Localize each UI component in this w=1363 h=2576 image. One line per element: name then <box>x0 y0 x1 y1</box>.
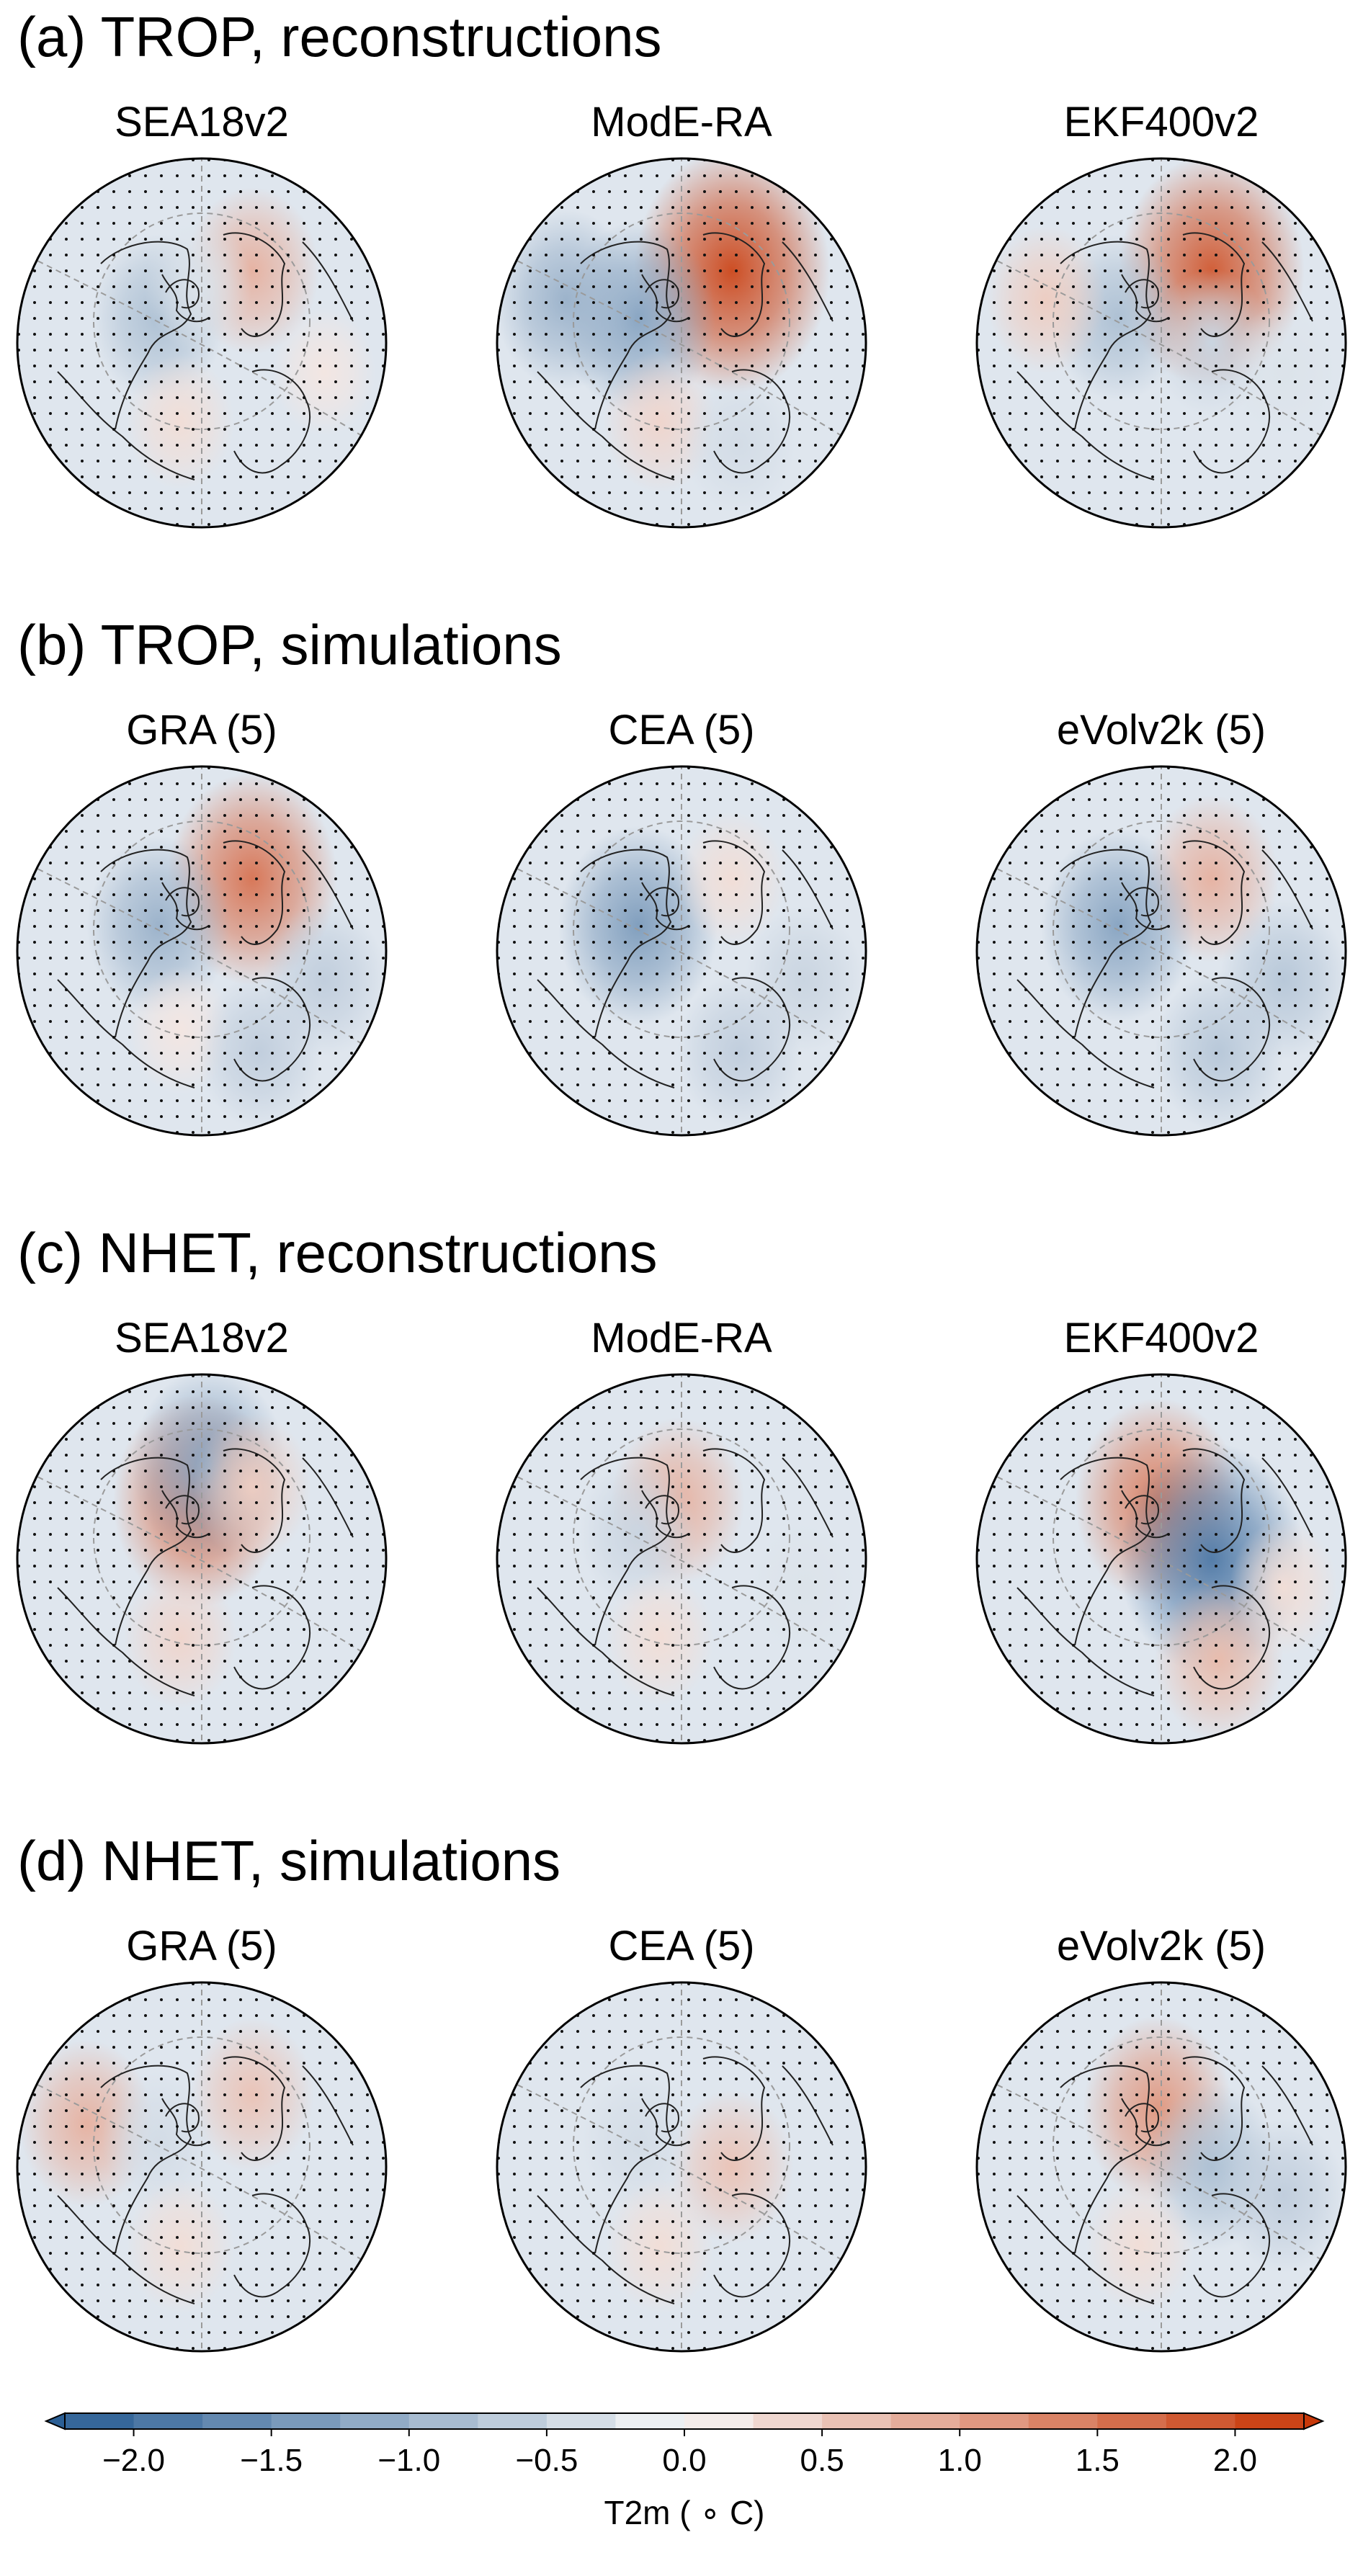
colorbar-bin <box>408 2413 478 2429</box>
map-title: SEA18v2 <box>115 1315 289 1361</box>
colorbar-svg: −2.0 −1.5 −1.0 −0.5 0.0 0.5 1.0 1.5 2.0 T2m ( ∘ C… <box>44 2412 1325 2531</box>
globe-outline <box>16 765 388 1137</box>
colorbar-tick-label: 0.0 <box>662 2443 706 2478</box>
globe-outline <box>496 765 867 1137</box>
globe-map <box>494 156 869 530</box>
globe-outline <box>16 1373 388 1745</box>
map-title: eVolv2k (5) <box>1056 707 1266 753</box>
globe-svg <box>975 1981 1347 2353</box>
globe-outline <box>975 765 1347 1137</box>
globe-map <box>974 764 1349 1138</box>
significance-stipple <box>497 1982 866 2351</box>
colorbar-bin <box>65 2413 135 2429</box>
significance-stipple <box>497 158 866 527</box>
globe-svg <box>16 1373 388 1745</box>
significance-stipple <box>497 766 866 1135</box>
globe-svg <box>975 765 1347 1137</box>
colorbar-label: T2m ( ∘ C) <box>604 2494 765 2531</box>
globe-outline <box>496 1981 867 2353</box>
colorbar-bin <box>340 2413 410 2429</box>
significance-stipple <box>497 1374 866 1743</box>
globe-map <box>14 1980 389 2354</box>
colorbar-bin <box>960 2413 1029 2429</box>
colorbar-tick-label: −0.5 <box>515 2443 578 2478</box>
colorbar-bin <box>1166 2413 1235 2429</box>
colorbar-tick-label: −1.5 <box>240 2443 303 2478</box>
colorbar-bin <box>753 2413 823 2429</box>
colorbar-tick-label: −1.0 <box>377 2443 440 2478</box>
significance-stipple <box>17 1374 386 1743</box>
colorbar-bin <box>478 2413 548 2429</box>
map-title: ModE-RA <box>591 1315 772 1361</box>
globe-map <box>14 1372 389 1746</box>
globe-map <box>494 764 869 1138</box>
colorbar-tick-label: 1.5 <box>1076 2443 1120 2478</box>
significance-stipple <box>977 158 1346 527</box>
colorbar-bin <box>202 2413 272 2429</box>
globe-map <box>974 156 1349 530</box>
significance-stipple <box>17 766 386 1135</box>
significance-stipple <box>17 1982 386 2351</box>
globe-svg <box>16 765 388 1137</box>
map-title: CEA (5) <box>608 1923 755 1969</box>
panel-d-title: (d) NHET, simulations <box>17 1829 561 1892</box>
globe-map <box>14 764 389 1138</box>
map-title: SEA18v2 <box>115 99 289 146</box>
significance-stipple <box>977 1982 1346 2351</box>
colorbar-bin <box>890 2413 960 2429</box>
globe-svg <box>496 765 867 1137</box>
colorbar-bin <box>822 2413 892 2429</box>
colorbar: −2.0 −1.5 −1.0 −0.5 0.0 0.5 1.0 1.5 2.0 T2m ( ∘ C… <box>43 2403 1326 2533</box>
panel-a-title: (a) TROP, reconstructions <box>17 5 662 68</box>
map-title: GRA (5) <box>126 707 277 753</box>
map-title: GRA (5) <box>126 1923 277 1969</box>
colorbar-bin <box>684 2413 754 2429</box>
globe-svg <box>496 1981 867 2353</box>
globe-svg <box>975 157 1347 529</box>
map-title: CEA (5) <box>608 707 755 753</box>
globe-map <box>974 1372 1349 1746</box>
significance-stipple <box>977 1374 1346 1743</box>
colorbar-tick-label: 1.0 <box>938 2443 982 2478</box>
colorbar-bin <box>615 2413 685 2429</box>
globe-outline <box>496 157 867 529</box>
colorbar-tick-label: −2.0 <box>102 2443 165 2478</box>
colorbar-extend-min <box>44 2412 66 2430</box>
colorbar-bin <box>271 2413 341 2429</box>
globe-svg <box>975 1373 1347 1745</box>
globe-svg <box>496 157 867 529</box>
map-title: ModE-RA <box>591 99 772 146</box>
globe-outline <box>496 1373 867 1745</box>
significance-stipple <box>17 158 386 527</box>
colorbar-extend-max <box>1303 2412 1325 2430</box>
globe-map <box>974 1980 1349 2354</box>
globe-map <box>494 1980 869 2354</box>
panel-c-title: (c) NHET, reconstructions <box>17 1221 658 1284</box>
colorbar-tick-label: 0.5 <box>800 2443 844 2478</box>
colorbar-bin <box>1235 2413 1305 2429</box>
map-title: eVolv2k (5) <box>1056 1923 1266 1969</box>
colorbar-bin <box>1028 2413 1098 2429</box>
colorbar-bin <box>1097 2413 1167 2429</box>
globe-outline <box>975 1981 1347 2353</box>
globe-svg <box>16 1981 388 2353</box>
colorbar-tick-label: 2.0 <box>1213 2443 1257 2478</box>
map-title: EKF400v2 <box>1063 1315 1259 1361</box>
panel-b-title: (b) TROP, simulations <box>17 613 562 676</box>
colorbar-bin <box>133 2413 203 2429</box>
map-title: EKF400v2 <box>1063 99 1259 146</box>
globe-outline <box>975 157 1347 529</box>
significance-stipple <box>977 766 1346 1135</box>
globe-svg <box>16 157 388 529</box>
colorbar-bin <box>546 2413 616 2429</box>
globe-outline <box>16 1981 388 2353</box>
globe-map <box>14 156 389 530</box>
globe-outline <box>16 157 388 529</box>
globe-outline <box>975 1373 1347 1745</box>
globe-svg <box>496 1373 867 1745</box>
globe-map <box>494 1372 869 1746</box>
